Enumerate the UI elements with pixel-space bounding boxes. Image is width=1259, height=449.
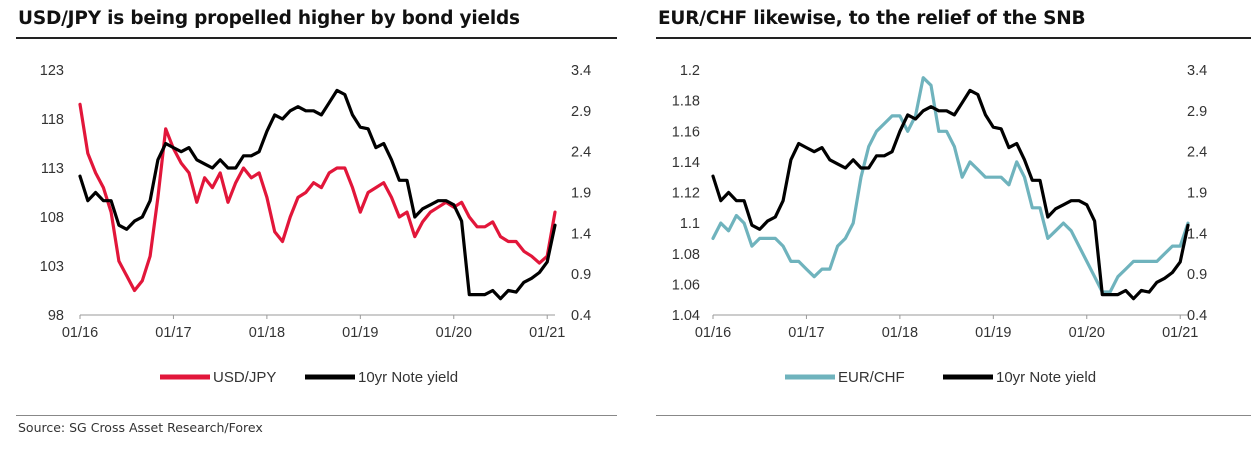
legend-label-eur-chf: EUR/CHF <box>838 369 905 386</box>
x-tick-label: 01/20 <box>436 325 472 341</box>
x-tick-label: 01/19 <box>342 325 378 341</box>
chart-panel-usdjpy: USD/JPY is being propelled higher by bon… <box>0 0 625 420</box>
right-y-tick-label: 3.4 <box>571 63 591 79</box>
left-y-tick-label: 1.16 <box>672 124 700 140</box>
chart-panel-eurchf: EUR/CHF likewise, to the relief of the S… <box>640 0 1259 420</box>
left-y-tick-label: 1.08 <box>672 247 700 263</box>
right-y-tick-label: 0.9 <box>571 267 591 283</box>
right-y-tick-label: 1.9 <box>1187 186 1207 202</box>
x-tick-label: 01/16 <box>695 325 731 341</box>
right-y-tick-label: 3.4 <box>1187 63 1207 79</box>
left-y-tick-label: 1.06 <box>672 277 700 293</box>
x-tick-label: 01/21 <box>529 325 565 341</box>
eurchf-vs-yield-chart: 01/16 01/17 01/18 01/19 01/20 01/21 1.04 1.06 1.… <box>672 63 1207 386</box>
bottom-divider <box>656 415 1251 416</box>
series-line-usd-jpy <box>78 102 557 293</box>
right-y-tick-label: 1.4 <box>571 226 591 242</box>
right-y-tick-label: 0.4 <box>1187 308 1207 324</box>
title-divider <box>16 37 617 39</box>
bottom-divider <box>16 415 617 416</box>
right-y-tick-label: 2.9 <box>1187 104 1207 120</box>
chart-title: USD/JPY is being propelled higher by bon… <box>18 8 520 29</box>
left-y-tick-label: 1.04 <box>672 308 700 324</box>
right-y-tick-label: 2.4 <box>1187 145 1207 161</box>
x-tick-label: 01/21 <box>1162 325 1198 341</box>
x-tick-label: 01/17 <box>155 325 191 341</box>
x-tick-label: 01/20 <box>1069 325 1105 341</box>
legend-label-10yr-note-yield: 10yr Note yield <box>358 369 458 386</box>
x-tick-label: 01/18 <box>882 325 918 341</box>
x-tick-label: 01/16 <box>62 325 98 341</box>
right-y-tick-label: 2.9 <box>571 104 591 120</box>
usdjpy-vs-yield-chart: 01/16 01/17 01/18 01/19 01/20 01/21 98 103 108 11… <box>40 63 591 386</box>
left-y-tick-label: 103 <box>40 259 64 275</box>
left-y-tick-label: 1.14 <box>672 155 700 171</box>
series-line-10yr-note-yield <box>78 88 557 301</box>
title-divider <box>656 37 1251 39</box>
series-line-eur-chf <box>711 76 1190 294</box>
left-y-tick-label: 1.1 <box>680 216 700 232</box>
right-y-tick-label: 0.4 <box>571 308 591 324</box>
left-y-tick-label: 123 <box>40 63 64 79</box>
right-y-tick-label: 2.4 <box>571 145 591 161</box>
left-y-tick-label: 1.18 <box>672 94 700 110</box>
left-y-tick-label: 113 <box>41 161 64 177</box>
series-line-10yr-note-yield <box>711 88 1190 301</box>
x-tick-label: 01/19 <box>975 325 1011 341</box>
right-y-tick-label: 1.9 <box>571 186 591 202</box>
left-y-tick-label: 118 <box>41 112 64 128</box>
source-note: Source: SG Cross Asset Research/Forex <box>18 420 263 435</box>
legend-label-usd-jpy: USD/JPY <box>213 369 276 386</box>
legend-label-10yr-note-yield: 10yr Note yield <box>996 369 1096 386</box>
x-tick-label: 01/17 <box>788 325 824 341</box>
x-tick-label: 01/18 <box>249 325 285 341</box>
left-y-tick-label: 98 <box>48 308 64 324</box>
left-y-tick-label: 1.12 <box>672 186 700 202</box>
left-y-tick-label: 108 <box>40 210 64 226</box>
chart-title: EUR/CHF likewise, to the relief of the S… <box>658 8 1086 29</box>
right-y-tick-label: 1.4 <box>1187 226 1207 242</box>
left-y-tick-label: 1.2 <box>680 63 700 79</box>
right-y-tick-label: 0.9 <box>1187 267 1207 283</box>
